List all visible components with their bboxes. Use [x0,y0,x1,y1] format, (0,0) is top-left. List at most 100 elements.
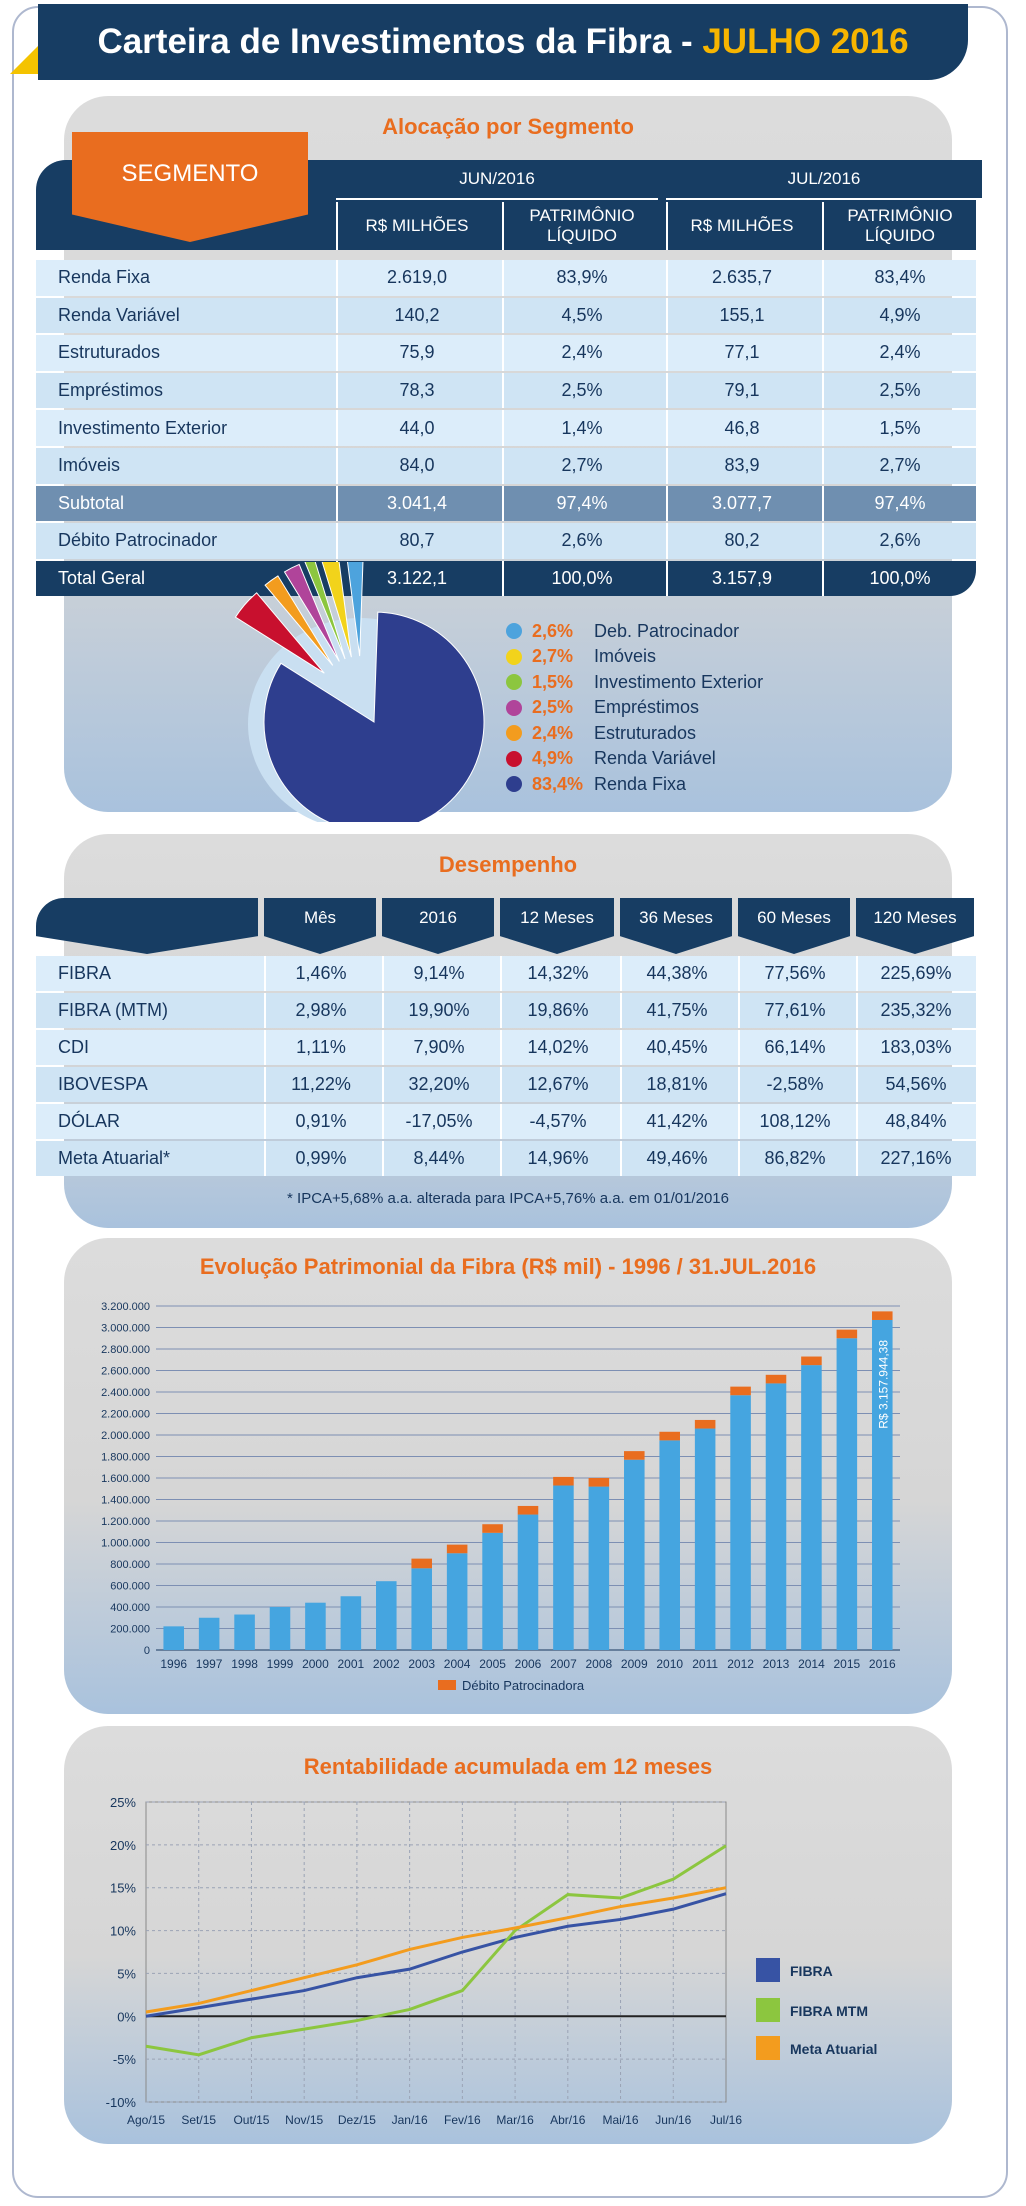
period-header: JUL/2016 [666,160,982,200]
table-row [36,956,976,991]
y-tick-label: 2.600.000 [101,1366,150,1378]
y-tick-label: 600.000 [110,1581,150,1593]
table-row [36,993,976,1028]
legend-dot [506,699,522,716]
bar [659,1440,680,1650]
x-tick-label: 1997 [196,1657,223,1671]
legend-item: 4,9% Renda Variável [506,746,716,772]
bar-debito [836,1329,858,1339]
table-cell: 1,46% [264,956,376,991]
legend-label: Investimento Exterior [594,671,764,692]
table-row [36,1030,976,1065]
page-title: Carteira de Investimentos da Fibra - [97,22,703,61]
y-tick-label: 25% [110,1795,136,1810]
table-cell: -4,57% [500,1104,614,1139]
legend-percent: 2,4% [532,722,574,743]
bar-debito [624,1451,645,1460]
table-cell: 3.157,9 [666,560,816,597]
table-cell: 2.619,0 [336,260,496,296]
table-cell: 1,4% [502,410,660,446]
table-cell: 54,56% [856,1067,974,1102]
table-row [36,1104,976,1139]
bar-debito [517,1505,539,1515]
table-cell: 9,14% [382,956,494,991]
y-tick-label: 20% [110,1838,136,1853]
x-tick-label: 2013 [763,1657,790,1671]
bar [340,1596,362,1650]
row-label: Imóveis [58,455,121,476]
bar-debito [659,1431,680,1441]
table-cell: 2,6% [822,523,976,559]
bar-debito [482,1524,503,1533]
legend-dot [506,725,522,741]
bar [765,1383,787,1650]
table-cell: 77,1 [666,335,816,371]
legend-item: 83,4% Renda Fixa [506,771,686,797]
table-row [36,297,976,334]
x-tick-label: 2000 [302,1657,329,1671]
table-cell: 40,45% [620,1030,732,1065]
row-label: Estruturados [58,342,161,363]
table-row [36,372,976,409]
pie-slice [234,592,325,674]
y-tick-label: 1.600.000 [101,1473,150,1485]
sub-header: R$ MILHÕES [336,202,496,250]
desempenho-note: * IPCA+5,68% a.a. alterada para IPCA+5,7… [287,1190,729,1207]
table-cell: 83,9% [502,260,660,296]
page-header: Carteira de Investimentos da Fibra - JUL… [38,4,968,80]
legend-label: Estruturados [594,722,697,743]
bar-debito [446,1544,468,1554]
bar [836,1338,858,1650]
table-cell: 46,8 [666,410,816,446]
legend-percent: 2,6% [532,620,574,641]
x-tick-label: Out/15 [233,2113,269,2127]
x-tick-label: 2015 [834,1657,861,1671]
table-row [36,1141,976,1176]
y-tick-label: 3.000.000 [101,1323,150,1335]
y-tick-label: 0% [117,2009,136,2024]
table-row [36,410,976,446]
x-tick-label: 1999 [267,1657,294,1671]
table-row [36,560,976,597]
bar [163,1626,184,1650]
legend-label: Meta Atuarial [790,2041,877,2057]
evolucao-chart: 0 200.000 400.000 600.000 800.000 1.000.000 1.… [101,1301,900,1693]
sub-header: PATRIMÔNIO LÍQUIDO [502,202,660,250]
bar [482,1532,503,1650]
x-tick-label: 2014 [798,1657,825,1671]
x-tick-label: 2004 [444,1657,471,1671]
x-tick-label: Jan/16 [392,2113,428,2127]
sub-header: R$ MILHÕES [666,202,816,250]
table-row [36,523,976,559]
table-cell: 2,6% [502,523,660,559]
x-tick-label: 2016 [869,1657,896,1671]
legend-item: 2,5% Empréstimos [506,695,699,721]
x-tick-label: 2008 [586,1657,613,1671]
legend-dot [506,674,522,690]
table-cell: 49,46% [620,1141,732,1176]
table-row [36,335,976,371]
legend-swatch [756,1998,780,2022]
table-cell: 97,4% [502,485,660,522]
table-cell: 100,0% [822,560,976,597]
y-tick-label: 3.200.000 [101,1301,150,1313]
legend-item: 1,5% Investimento Exterior [506,669,763,695]
x-tick-label: 2001 [338,1657,365,1671]
table-cell: 1,11% [264,1030,376,1065]
x-tick-label: Nov/15 [285,2113,323,2127]
table-cell: 12,67% [500,1067,614,1102]
table-cell: 155,1 [666,297,816,334]
series-line [145,1844,727,2057]
table-cell: 7,90% [382,1030,494,1065]
x-tick-label: 2010 [656,1657,683,1671]
bar-debito [553,1476,574,1486]
y-tick-label: 0 [144,1645,150,1657]
table-cell: 14,02% [500,1030,614,1065]
x-tick-label: 1996 [160,1657,187,1671]
alocacao-title: Alocação por Segmento [382,114,634,139]
rentabilidade-panel [64,1726,952,2144]
legend-label: Renda Fixa [594,773,687,794]
row-label: Total Geral [58,568,146,589]
bar [588,1486,610,1650]
x-tick-label: Abr/16 [550,2113,586,2127]
